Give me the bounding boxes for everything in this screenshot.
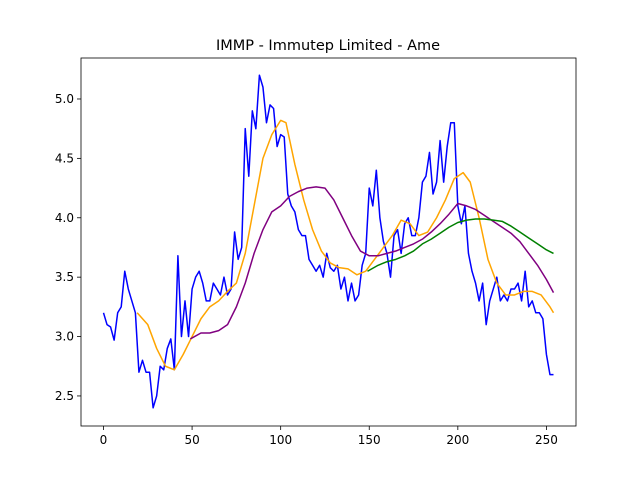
line-series [136,119,555,371]
y-tick-label: 4.5 [55,151,74,165]
x-tick-label: 150 [358,433,381,447]
y-tick-label: 2.5 [55,389,74,403]
y-tick-label: 3.5 [55,270,74,284]
x-tick-label: 50 [184,433,199,447]
y-tick-label: 4.0 [55,211,74,225]
chart-title: IMMP - Immutep Limited - Ame [216,38,440,54]
line-series [189,186,555,340]
x-tick-label: 100 [269,433,292,447]
plot-frame [80,57,577,427]
x-tick-label: 200 [446,433,469,447]
x-tick-label: 0 [100,433,108,447]
x-tick-label: 250 [535,433,558,447]
y-tick-label: 3.0 [55,330,74,344]
line-series [367,218,554,272]
y-tick-label: 5.0 [55,92,74,106]
